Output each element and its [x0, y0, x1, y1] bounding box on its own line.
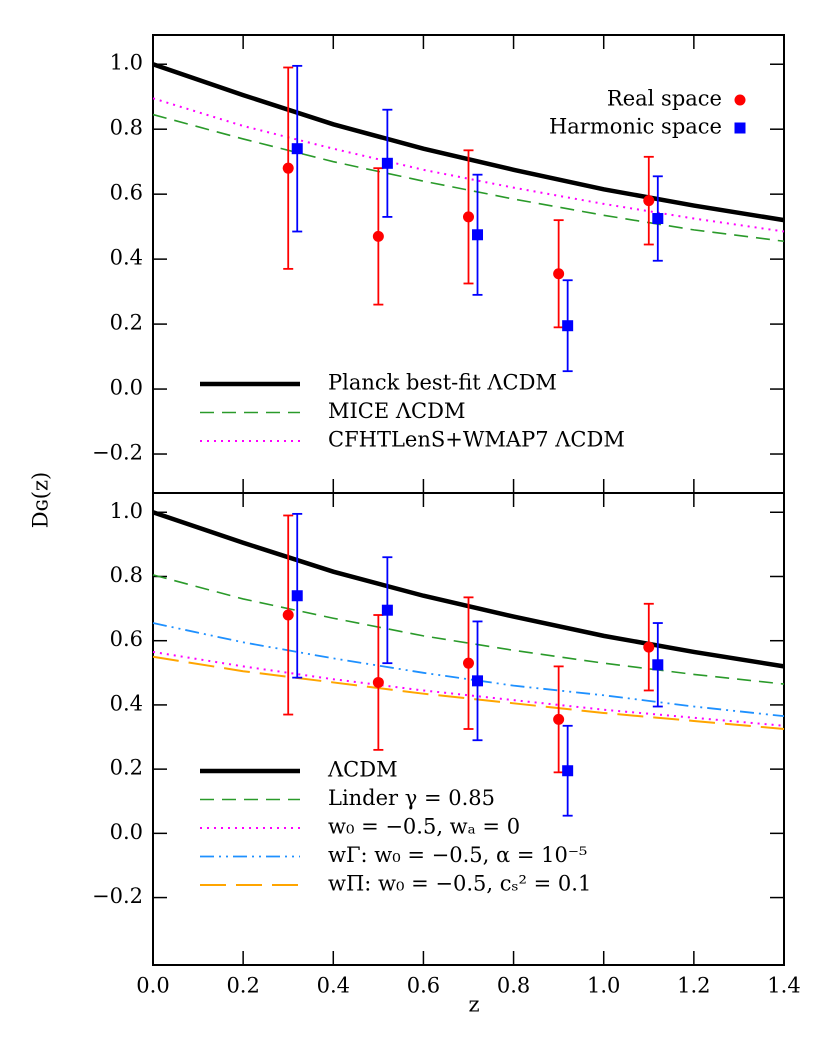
y-tick-label: 0.8 — [110, 116, 143, 140]
x-tick-label: 0.0 — [136, 974, 169, 998]
series-line — [152, 574, 785, 685]
point — [381, 604, 393, 616]
series-line — [152, 622, 785, 718]
point — [291, 143, 303, 155]
point — [282, 162, 294, 174]
x-tick-label: 1.2 — [677, 974, 710, 998]
point — [553, 713, 565, 725]
y-tick-label: 1.0 — [110, 51, 143, 75]
point — [463, 657, 474, 669]
point — [652, 659, 664, 671]
x-tick-label: 0.8 — [497, 974, 530, 998]
y-tick-label: 0.0 — [110, 820, 143, 844]
point — [643, 641, 655, 653]
y-tick-label: −0.2 — [92, 441, 143, 465]
legend-label: Harmonic space — [549, 115, 722, 139]
legend-label: ΛCDM — [327, 758, 398, 782]
point — [472, 229, 484, 241]
y-tick-label: 0.2 — [110, 756, 143, 780]
legend-label: wΓ: w₀ = −0.5, α = 10⁻⁵ — [328, 843, 587, 867]
y-axis-label: Dɢ(z) — [29, 472, 53, 528]
x-axis-label: z — [468, 993, 479, 1017]
point — [553, 268, 565, 280]
legend-marker — [734, 94, 746, 106]
point — [463, 211, 474, 223]
point — [643, 195, 655, 207]
point — [652, 213, 664, 225]
point — [282, 609, 294, 621]
series-line — [152, 650, 785, 727]
x-tick-label: 1.4 — [767, 974, 800, 998]
y-tick-label: 0.6 — [110, 627, 143, 651]
y-tick-label: 0.0 — [110, 376, 143, 400]
x-tick-label: 0.2 — [226, 974, 259, 998]
series-line — [152, 655, 785, 730]
legend-marker — [734, 122, 746, 134]
point — [472, 675, 484, 687]
point — [372, 230, 384, 242]
legend-label: CFHTLenS+WMAP7 ΛCDM — [328, 428, 625, 452]
point — [562, 320, 574, 332]
y-tick-label: 0.4 — [110, 691, 143, 715]
y-tick-label: 0.2 — [110, 311, 143, 335]
series-line — [152, 97, 785, 233]
legend-label: wΠ: w₀ = −0.5, cₛ² = 0.1 — [328, 872, 591, 896]
y-tick-label: 1.0 — [110, 499, 143, 523]
y-tick-label: −0.2 — [92, 884, 143, 908]
y-tick-label: 0.8 — [110, 563, 143, 587]
x-tick-label: 0.6 — [407, 974, 440, 998]
legend-label: MICE ΛCDM — [328, 399, 465, 423]
point — [562, 765, 574, 777]
legend-label: w₀ = −0.5, wₐ = 0 — [328, 815, 520, 839]
legend-label: Linder γ = 0.85 — [328, 786, 495, 810]
x-tick-label: 0.4 — [317, 974, 350, 998]
point — [372, 676, 384, 688]
legend-label: Planck best-fit ΛCDM — [328, 371, 557, 395]
y-tick-label: 0.4 — [110, 246, 143, 270]
point — [291, 590, 303, 602]
y-tick-label: 0.6 — [110, 181, 143, 205]
point — [381, 157, 393, 169]
x-tick-label: 1.0 — [587, 974, 620, 998]
legend-label: Real space — [607, 87, 722, 111]
series-line — [152, 113, 785, 243]
